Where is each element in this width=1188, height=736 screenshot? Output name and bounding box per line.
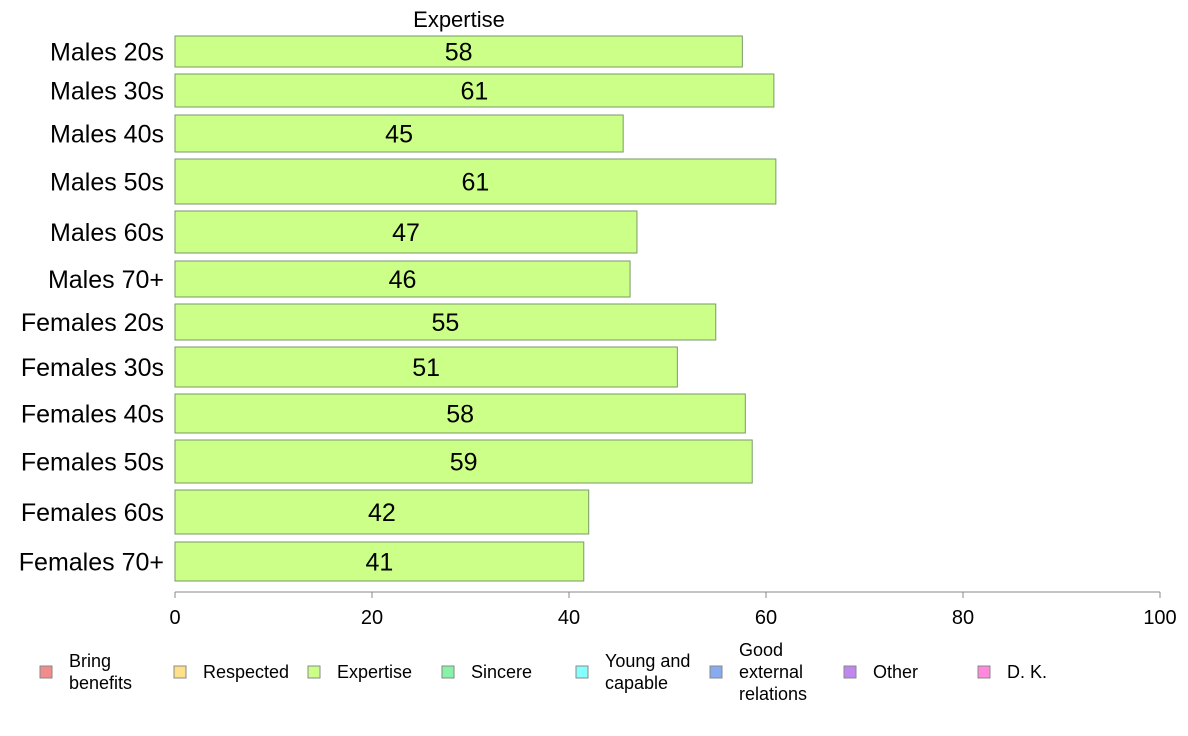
legend-swatch [307, 665, 321, 679]
legend-label: Young and [605, 651, 690, 671]
category-label: Males 30s [50, 78, 164, 106]
category-label: Females 50s [21, 449, 164, 477]
category-label: Males 70+ [48, 266, 164, 294]
x-tick-label: 40 [558, 607, 580, 629]
legend-label: external [739, 662, 803, 682]
data-label: 51 [412, 354, 440, 382]
legend-label: Respected [203, 662, 289, 682]
data-label: 46 [389, 266, 417, 294]
legend-label: Sincere [471, 662, 532, 682]
data-label: 45 [385, 121, 413, 149]
data-label: 41 [365, 549, 393, 577]
bar [174, 541, 585, 582]
data-label: 55 [431, 309, 459, 337]
legend-label: Good [739, 640, 783, 660]
bar [174, 158, 777, 205]
legend-label: relations [739, 684, 807, 704]
category-label: Females 40s [21, 401, 164, 429]
data-label: 47 [392, 219, 420, 247]
x-tick-label: 80 [952, 607, 974, 629]
bar [174, 393, 746, 434]
legend-label: benefits [69, 673, 132, 693]
bar [174, 260, 631, 298]
data-label: 58 [446, 401, 474, 429]
legend-label: Other [873, 662, 918, 682]
legend-swatch [441, 665, 455, 679]
x-tick-label: 0 [169, 607, 180, 629]
data-label: 58 [445, 39, 473, 67]
category-label: Females 30s [21, 354, 164, 382]
legend-swatch [575, 665, 589, 679]
bar-group: Males 20s 58 Males 30s 61 Males 40s 45 Males 5… [19, 35, 777, 582]
category-label: Females 70+ [19, 549, 164, 577]
x-tick-label: 60 [755, 607, 777, 629]
legend-swatch [39, 665, 53, 679]
bar [174, 439, 753, 484]
legend-label: capable [605, 673, 668, 693]
legend-label: Expertise [337, 662, 412, 682]
category-label: Females 60s [21, 499, 164, 527]
legend-swatch [843, 665, 857, 679]
legend-label: Bring [69, 651, 111, 671]
x-axis: 0 20 40 60 80 100 [169, 591, 1177, 629]
data-label: 59 [450, 449, 478, 477]
x-tick-label: 100 [1143, 607, 1176, 629]
legend-swatch [173, 665, 187, 679]
category-label: Females 20s [21, 309, 164, 337]
bar [174, 35, 743, 68]
chart-title: Expertise [413, 7, 505, 32]
legend-swatch [709, 665, 723, 679]
data-label: 42 [368, 499, 396, 527]
bar [174, 210, 638, 254]
bar [174, 73, 775, 108]
legend-label: D. K. [1007, 662, 1047, 682]
category-label: Males 40s [50, 121, 164, 149]
data-label: 61 [461, 78, 489, 106]
bar [174, 303, 717, 341]
category-label: Males 50s [50, 169, 164, 197]
category-label: Males 60s [50, 219, 164, 247]
bar [174, 489, 590, 535]
bar [174, 114, 624, 153]
data-label: 61 [462, 169, 490, 197]
bar [174, 346, 678, 388]
x-tick-label: 20 [361, 607, 383, 629]
category-label: Males 20s [50, 39, 164, 67]
legend-swatch [977, 665, 991, 679]
